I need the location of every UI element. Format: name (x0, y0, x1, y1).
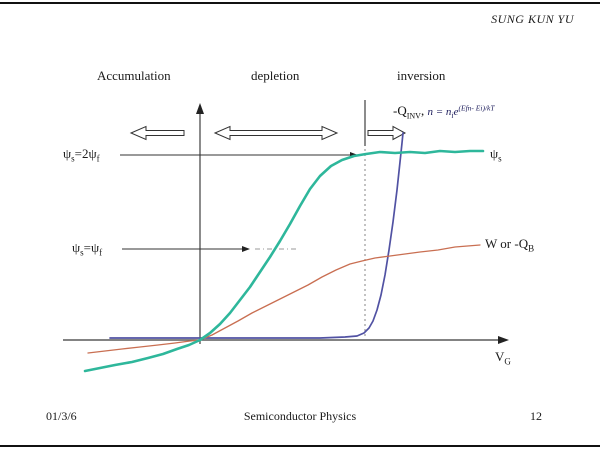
footer-page-number: 12 (530, 409, 542, 423)
label-psi-equals-psif: ψs=ψf (72, 240, 103, 258)
top-border-line (0, 2, 600, 4)
q-inv-curve (109, 132, 404, 339)
depletion-double-arrow-icon (213, 125, 339, 141)
y-axis-arrowhead (196, 103, 204, 114)
x-axis-arrowhead (498, 336, 509, 344)
label-psi-equals-2psif: ψs=2ψf (63, 146, 100, 164)
q-inv-text: -QINV, (393, 103, 425, 121)
electron-concentration-formula: n = nie(Efn- Ei)/kT (427, 103, 495, 121)
psi-f-reference-arrowhead (242, 246, 250, 252)
region-label-inversion: inversion (397, 68, 446, 83)
accumulation-left-arrow-icon (129, 125, 185, 141)
label-psi-s-curve: ψs (490, 146, 502, 164)
label-w-or-qb-curve: W or -QB (485, 236, 535, 254)
header-author: SUNG KUN YU (491, 12, 574, 26)
surface-potential-curve (83, 149, 485, 373)
label-x-axis-vg: VG (495, 349, 511, 367)
footer-title: Semiconductor Physics (243, 409, 357, 423)
region-label-depletion: depletion (251, 68, 300, 83)
bottom-border-line (0, 445, 600, 447)
inversion-right-arrow-icon (367, 125, 407, 141)
footer-date: 01/3/6 (46, 409, 77, 423)
label-q-inv-formula: -QINV, n = nie(Efn- Ei)/kT (393, 103, 495, 121)
region-label-accumulation: Accumulation (97, 68, 171, 83)
depletion-width-curve (87, 244, 481, 354)
